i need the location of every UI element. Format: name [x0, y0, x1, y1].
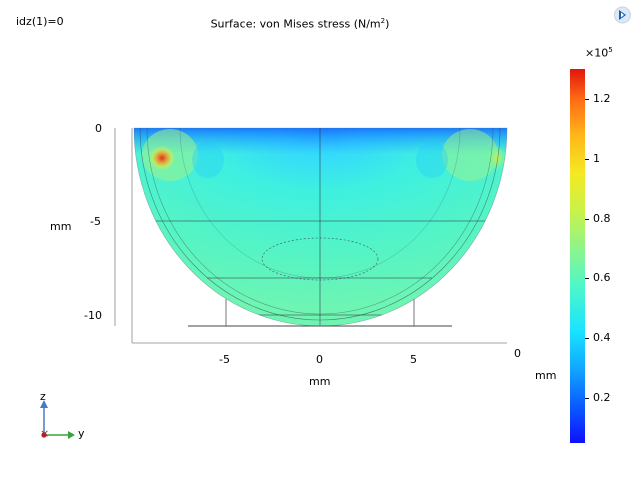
- colorbar-tick-label: 0.2: [593, 391, 611, 404]
- parameter-label: idz(1)=0: [16, 15, 64, 28]
- triad-vertical-label: z: [40, 390, 46, 403]
- colorbar-tick-label: 1: [593, 152, 600, 165]
- colorbar-tick-label: 0.8: [593, 212, 611, 225]
- x-tick-label: 0: [316, 353, 323, 366]
- title-prefix: Surface: von Mises stress (N/m: [210, 17, 381, 31]
- stress-field: [134, 128, 507, 326]
- title-exponent: 2: [380, 17, 386, 25]
- colorbar: [570, 69, 585, 443]
- colorbar-tick-label: 1.2: [593, 92, 611, 105]
- depth-tick-label: 0: [514, 347, 521, 360]
- colorbar-tick: [585, 159, 589, 160]
- z-tick-label: 0: [95, 122, 102, 135]
- colorbar-tick-label: 0.4: [593, 331, 611, 344]
- z-axis-label: mm: [50, 220, 72, 233]
- depth-axis-label: mm: [535, 369, 557, 382]
- title-suffix: ): [385, 17, 390, 31]
- colorbar-tick: [585, 338, 589, 339]
- x-tick-label: 5: [410, 353, 417, 366]
- z-tick-label: -10: [84, 309, 102, 322]
- z-tick-label: -5: [90, 215, 101, 228]
- grid-lines: [114, 128, 507, 344]
- colorbar-tick-label: 0.6: [593, 271, 611, 284]
- x-axis-label: mm: [309, 375, 331, 388]
- colorbar-tick: [585, 99, 589, 100]
- triad-origin-label: ×: [40, 427, 50, 440]
- axis-triad-icon: [40, 400, 75, 439]
- plot-title: Surface: von Mises stress (N/m2): [0, 17, 600, 31]
- colorbar-multiplier: ×105: [585, 46, 613, 60]
- x-tick-label: -5: [219, 353, 230, 366]
- comsol-logo-icon: [613, 6, 632, 24]
- colorbar-tick: [585, 219, 589, 220]
- colorbar-tick: [585, 278, 589, 279]
- colorbar-tick: [585, 398, 589, 399]
- triad-horizontal-label: y: [78, 427, 85, 440]
